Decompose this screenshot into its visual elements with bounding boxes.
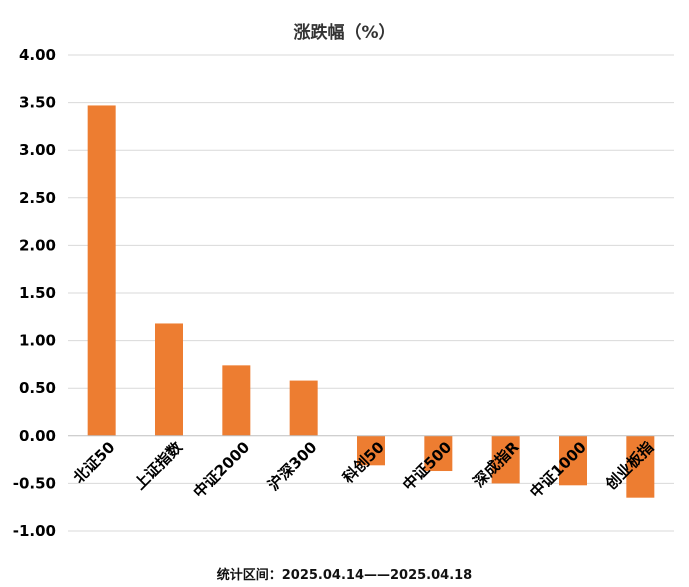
bar	[626, 435, 655, 498]
x-tick-label: 中证2000	[190, 438, 253, 501]
bar	[424, 435, 453, 472]
bar	[289, 380, 318, 436]
y-tick-label: 1.00	[19, 332, 56, 350]
y-tick-label: -1.00	[13, 522, 56, 540]
bar	[491, 435, 520, 484]
y-tick-label: 3.50	[19, 94, 56, 112]
chart-title: 涨跌幅（%）	[293, 23, 396, 43]
bar	[87, 105, 116, 436]
y-tick-label: 0.50	[19, 379, 56, 397]
x-tick-label: 上证指数	[131, 437, 187, 493]
bar	[155, 323, 183, 436]
bar	[357, 435, 385, 466]
y-tick-label: 1.50	[19, 284, 56, 302]
y-tick-label: 4.00	[19, 46, 56, 64]
x-tick-label: 沪深300	[264, 438, 320, 494]
bar	[222, 365, 251, 436]
chart-footnote: 统计区间：2025.04.14——2025.04.18	[216, 568, 473, 583]
y-tick-label: 0.00	[19, 427, 56, 445]
bar	[559, 435, 587, 486]
x-tick-label: 北证50	[70, 438, 119, 487]
y-tick-label: -0.50	[13, 474, 56, 492]
y-tick-label: 2.00	[19, 236, 56, 254]
y-tick-label: 3.00	[19, 141, 56, 159]
y-tick-label: 2.50	[19, 189, 56, 207]
